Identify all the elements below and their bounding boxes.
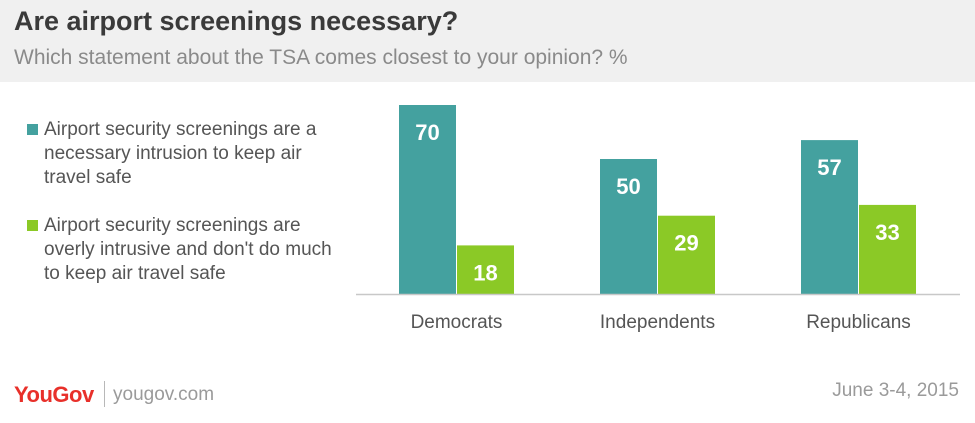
bar-independents-series-1	[600, 159, 657, 294]
footer-divider	[104, 381, 105, 407]
data-label-democrats-series-1: 70	[415, 120, 439, 145]
x-tick-label-independents: Independents	[600, 312, 715, 333]
bar-republicans-series-2	[859, 204, 916, 294]
data-label-republicans-series-2: 33	[875, 220, 899, 245]
x-tick-label-democrats: Democrats	[411, 312, 503, 333]
bar-independents-series-2	[658, 215, 715, 294]
data-label-republicans-series-1: 57	[817, 155, 841, 180]
bar-democrats-series-2	[457, 245, 514, 294]
bar-democrats-series-1	[399, 105, 456, 294]
chart-header: Are airport screenings necessary? Which …	[0, 0, 975, 82]
data-label-democrats-series-2: 18	[473, 260, 497, 285]
data-label-independents-series-1: 50	[616, 174, 640, 199]
data-label-independents-series-2: 29	[674, 231, 698, 256]
bar-republicans-series-1	[801, 140, 858, 294]
chart-subtitle: Which statement about the TSA comes clos…	[14, 46, 628, 69]
legend-swatch-necessary	[27, 124, 38, 135]
legend-label-intrusive: Airport security screenings are overly i…	[44, 215, 332, 284]
legend-label-necessary: Airport security screenings are a necess…	[44, 119, 317, 188]
survey-date: June 3-4, 2015	[832, 380, 959, 401]
x-tick-label-republicans: Republicans	[806, 312, 911, 333]
yougov-logo: YouGov	[14, 382, 94, 407]
chart-title: Are airport screenings necessary?	[14, 6, 459, 36]
legend-swatch-intrusive	[27, 220, 38, 231]
footer-website: yougov.com	[113, 384, 215, 405]
